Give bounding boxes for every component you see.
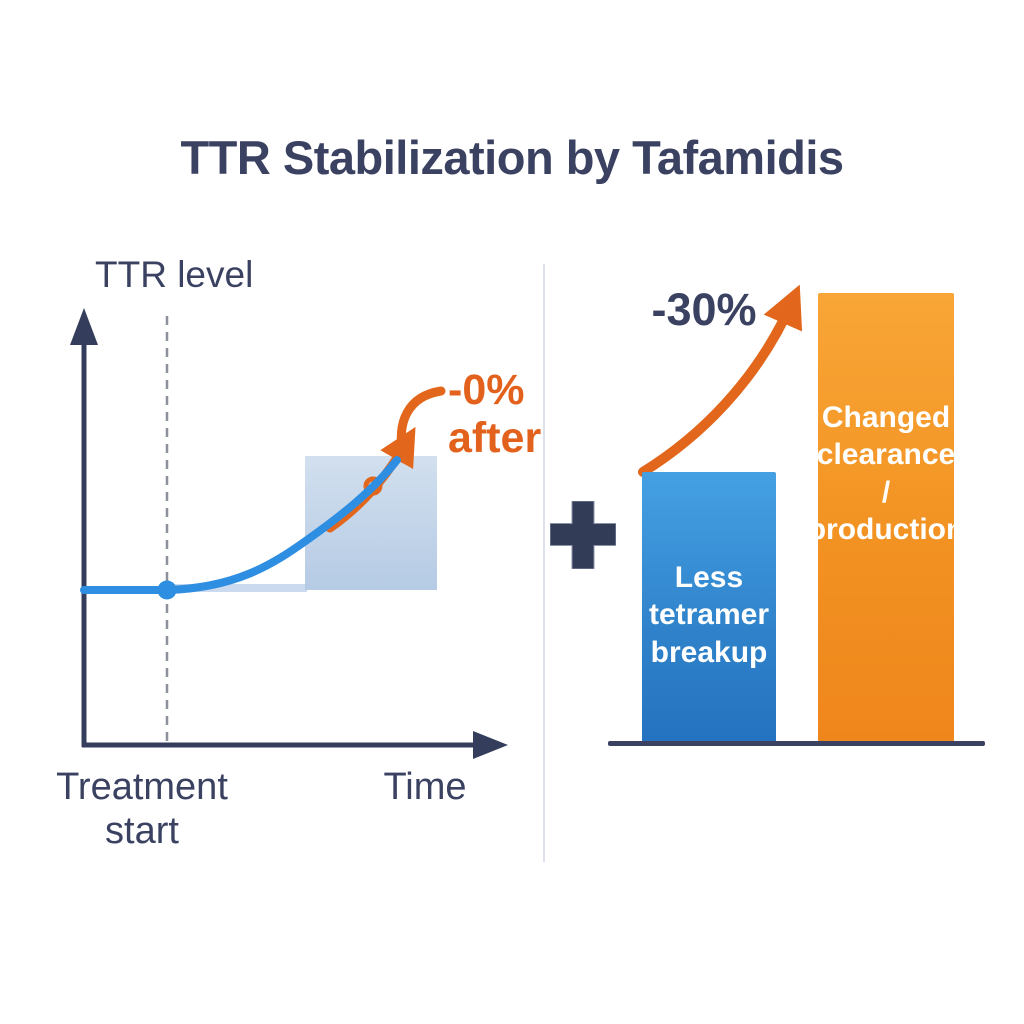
x-axis-label: Time	[383, 766, 467, 808]
treatment-start-label: Treatment start	[56, 766, 228, 852]
delta-30-label: -30%	[651, 284, 757, 335]
treatment-start-point	[157, 580, 177, 600]
x-axis-arrow-icon	[473, 731, 508, 759]
bar-label: Less tetramer breakup	[648, 560, 770, 669]
line-chart	[70, 308, 508, 759]
baseline-strip	[170, 584, 307, 592]
orange-hook	[396, 386, 446, 464]
annotation-0-percent: -0% after	[448, 366, 542, 463]
bar-less-tetramer-breakup: Less tetramer breakup	[642, 472, 776, 742]
orange-loop	[363, 476, 383, 496]
y-axis-label: TTR level	[95, 254, 254, 295]
page-title: TTR Stabilization by Tafamidis	[180, 131, 844, 184]
bar-label: Changed clearance / production	[807, 400, 965, 547]
bars-baseline	[608, 741, 985, 746]
y-axis-arrow-icon	[70, 308, 98, 345]
plus-icon	[550, 501, 616, 569]
bar-changed-clearance-production: Changed clearance / production	[808, 293, 964, 742]
ttr-curve	[80, 456, 401, 594]
panel-divider	[543, 264, 545, 862]
increase-arrow	[638, 284, 803, 477]
